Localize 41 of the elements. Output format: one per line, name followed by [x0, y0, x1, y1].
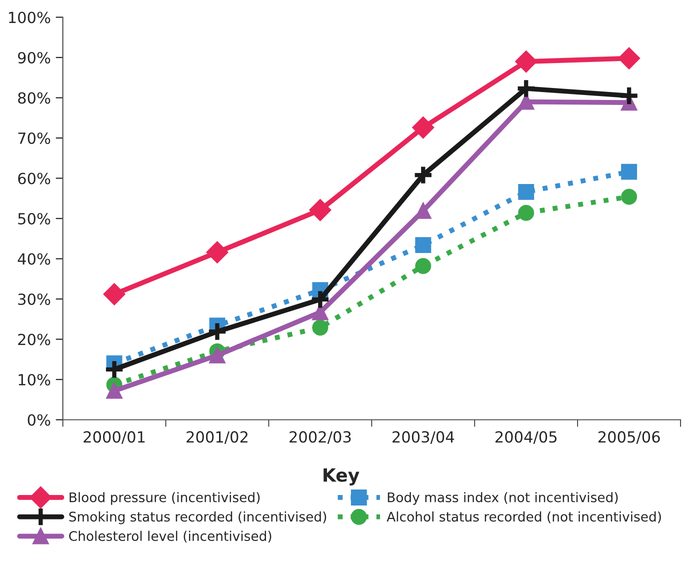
legend-label: Alcohol status recorded (not incentivised)	[386, 511, 661, 524]
y-tick-label: 30%	[18, 293, 50, 306]
point	[415, 258, 432, 274]
point	[412, 116, 434, 138]
point	[618, 85, 640, 106]
point	[415, 237, 432, 254]
y-tick-label: 80%	[18, 92, 50, 104]
legend-label: Blood pressure (incentivised)	[70, 492, 260, 505]
y-tick-label: 10%	[18, 374, 50, 386]
point	[518, 184, 534, 200]
y-tick-label: 20%	[18, 334, 50, 346]
y-tick-label: 0%	[28, 414, 50, 426]
legend-label: Body mass index (not incentivised)	[388, 492, 618, 505]
x-tick-label: 2005/06	[598, 431, 660, 444]
point	[515, 50, 537, 72]
x-tick-label: 2001/02	[186, 431, 248, 444]
x-tick-label: 2003/04	[392, 431, 454, 444]
point	[104, 359, 125, 380]
point	[415, 202, 432, 219]
point	[312, 320, 328, 336]
point	[621, 188, 638, 205]
y-tick-label: 40%	[18, 253, 50, 265]
legend-title: Key	[324, 468, 360, 486]
point	[518, 204, 534, 221]
legend-label: Smoking status recorded (incentivised)	[69, 511, 326, 524]
point	[209, 347, 226, 364]
point	[309, 199, 332, 221]
y-tick-label: 60%	[18, 172, 50, 184]
point	[206, 241, 228, 264]
x-tick-label: 2000/01	[84, 431, 145, 444]
y-tick-label: 100%	[9, 12, 50, 24]
x-tick-label: 2004/05	[496, 431, 557, 444]
y-tick-label: 90%	[18, 52, 50, 64]
point	[618, 47, 640, 70]
legend-label: Cholesterol level (incentivised)	[69, 530, 272, 543]
x-tick-label: 2002/03	[290, 431, 351, 444]
y-tick-label: 50%	[18, 212, 50, 225]
point	[621, 164, 638, 180]
y-tick-label: 70%	[18, 132, 50, 144]
point	[106, 382, 122, 399]
point	[103, 283, 126, 306]
